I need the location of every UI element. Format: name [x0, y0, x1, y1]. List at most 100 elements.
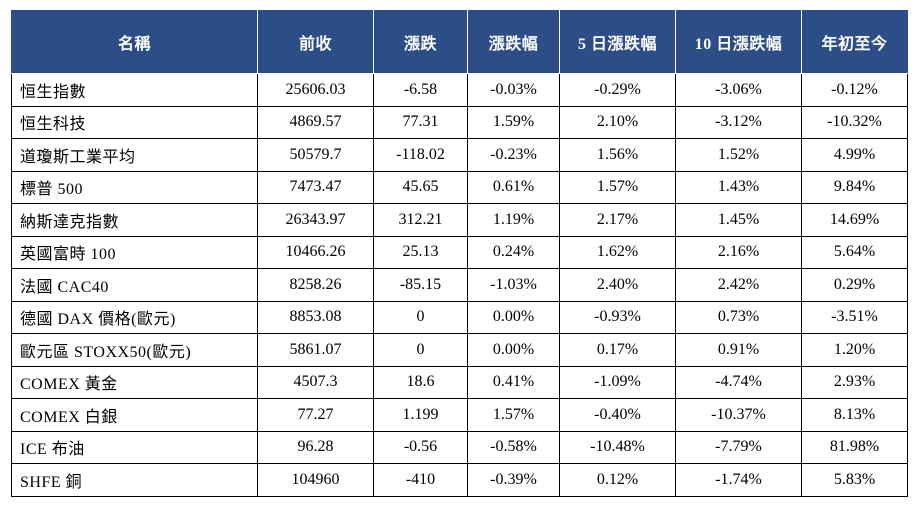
cell-10d-change-pct: -3.06% [675, 73, 802, 107]
header-ytd: 年初至今 [801, 10, 908, 74]
table-row: 英國富時 100 10466.26 25.13 0.24% 1.62% 2.16% 5.64… [11, 235, 908, 269]
cell-5d-change-pct: -0.29% [559, 73, 676, 107]
table-row: 恒生指數 25606.03 -6.58 -0.03% -0.29% -3.06% -0.12… [11, 73, 908, 107]
cell-10d-change-pct: -4.74% [675, 365, 802, 399]
cell-10d-change-pct: 1.45% [675, 203, 802, 237]
cell-change: -0.56 [373, 430, 468, 464]
cell-ytd: 8.13% [801, 398, 908, 432]
cell-change: 1.199 [373, 398, 468, 432]
cell-change-pct: -0.23% [467, 138, 560, 172]
cell-10d-change-pct: -1.74% [675, 463, 802, 497]
market-table-container: 名稱 前收 漲跌 漲跌幅 5 日漲跌幅 10 日漲跌幅 年初至今 恒生指數 256… [11, 10, 908, 497]
table-row: ICE 布油 96.28 -0.56 -0.58% -10.48% -7.79% 81.98… [11, 430, 908, 464]
cell-5d-change-pct: 2.17% [559, 203, 676, 237]
cell-name: 法國 CAC40 [11, 268, 258, 302]
header-change: 漲跌 [373, 10, 468, 74]
cell-name: 恒生科技 [11, 105, 258, 139]
cell-prev-close: 50579.7 [257, 138, 374, 172]
cell-name: 道瓊斯工業平均 [11, 138, 258, 172]
cell-change-pct: 0.61% [467, 170, 560, 204]
table-row: 標普 500 7473.47 45.65 0.61% 1.57% 1.43% 9.84% [11, 170, 908, 204]
header-10d-change-pct: 10 日漲跌幅 [675, 10, 802, 74]
cell-ytd: -0.12% [801, 73, 908, 107]
cell-change: 77.31 [373, 105, 468, 139]
table-row: COMEX 白銀 77.27 1.199 1.57% -0.40% -10.37% 8.13… [11, 398, 908, 432]
cell-prev-close: 77.27 [257, 398, 374, 432]
cell-change-pct: 0.00% [467, 300, 560, 334]
cell-name: 恒生指數 [11, 73, 258, 107]
cell-ytd: -10.32% [801, 105, 908, 139]
header-prev-close: 前收 [257, 10, 374, 74]
cell-5d-change-pct: -1.09% [559, 365, 676, 399]
cell-ytd: 5.83% [801, 463, 908, 497]
cell-name: 標普 500 [11, 170, 258, 204]
cell-prev-close: 4869.57 [257, 105, 374, 139]
cell-prev-close: 5861.07 [257, 333, 374, 367]
cell-change-pct: 0.24% [467, 235, 560, 269]
cell-5d-change-pct: 0.12% [559, 463, 676, 497]
cell-10d-change-pct: 0.73% [675, 300, 802, 334]
cell-prev-close: 25606.03 [257, 73, 374, 107]
cell-ytd: 2.93% [801, 365, 908, 399]
cell-5d-change-pct: -10.48% [559, 430, 676, 464]
cell-name: SHFE 銅 [11, 463, 258, 497]
cell-name: 歐元區 STOXX50(歐元) [11, 333, 258, 367]
cell-5d-change-pct: -0.93% [559, 300, 676, 334]
cell-5d-change-pct: 1.62% [559, 235, 676, 269]
market-performance-table: 名稱 前收 漲跌 漲跌幅 5 日漲跌幅 10 日漲跌幅 年初至今 恒生指數 256… [11, 10, 908, 497]
table-row: 納斯達克指數 26343.97 312.21 1.19% 2.17% 1.45% 14.69… [11, 203, 908, 237]
cell-name: 納斯達克指數 [11, 203, 258, 237]
header-5d-change-pct: 5 日漲跌幅 [559, 10, 676, 74]
cell-ytd: -3.51% [801, 300, 908, 334]
header-change-pct: 漲跌幅 [467, 10, 560, 74]
cell-change-pct: 0.41% [467, 365, 560, 399]
cell-prev-close: 10466.26 [257, 235, 374, 269]
table-row: 歐元區 STOXX50(歐元) 5861.07 0 0.00% 0.17% 0.91% 1.… [11, 333, 908, 367]
cell-change-pct: 1.59% [467, 105, 560, 139]
cell-10d-change-pct: 0.91% [675, 333, 802, 367]
cell-change: -6.58 [373, 73, 468, 107]
table-row: 道瓊斯工業平均 50579.7 -118.02 -0.23% 1.56% 1.52% 4.9… [11, 138, 908, 172]
cell-change: 45.65 [373, 170, 468, 204]
cell-10d-change-pct: 2.16% [675, 235, 802, 269]
cell-prev-close: 8853.08 [257, 300, 374, 334]
cell-change: 312.21 [373, 203, 468, 237]
table-body: 恒生指數 25606.03 -6.58 -0.03% -0.29% -3.06% -0.12… [11, 73, 908, 497]
cell-ytd: 81.98% [801, 430, 908, 464]
cell-10d-change-pct: 2.42% [675, 268, 802, 302]
cell-change-pct: 1.19% [467, 203, 560, 237]
cell-5d-change-pct: 1.57% [559, 170, 676, 204]
cell-change: 0 [373, 333, 468, 367]
cell-10d-change-pct: -10.37% [675, 398, 802, 432]
table-row: COMEX 黃金 4507.3 18.6 0.41% -1.09% -4.74% 2.93% [11, 365, 908, 399]
cell-ytd: 9.84% [801, 170, 908, 204]
cell-change-pct: 1.57% [467, 398, 560, 432]
cell-ytd: 14.69% [801, 203, 908, 237]
header-name: 名稱 [11, 10, 258, 74]
cell-ytd: 4.99% [801, 138, 908, 172]
cell-name: 英國富時 100 [11, 235, 258, 269]
table-header: 名稱 前收 漲跌 漲跌幅 5 日漲跌幅 10 日漲跌幅 年初至今 [11, 10, 908, 74]
cell-change-pct: -0.39% [467, 463, 560, 497]
cell-ytd: 0.29% [801, 268, 908, 302]
header-row: 名稱 前收 漲跌 漲跌幅 5 日漲跌幅 10 日漲跌幅 年初至今 [11, 10, 908, 74]
cell-10d-change-pct: -7.79% [675, 430, 802, 464]
cell-10d-change-pct: 1.52% [675, 138, 802, 172]
cell-prev-close: 4507.3 [257, 365, 374, 399]
cell-prev-close: 26343.97 [257, 203, 374, 237]
cell-5d-change-pct: 2.40% [559, 268, 676, 302]
cell-change: 18.6 [373, 365, 468, 399]
cell-10d-change-pct: 1.43% [675, 170, 802, 204]
cell-change: -410 [373, 463, 468, 497]
cell-prev-close: 7473.47 [257, 170, 374, 204]
cell-5d-change-pct: -0.40% [559, 398, 676, 432]
table-row: 法國 CAC40 8258.26 -85.15 -1.03% 2.40% 2.42% 0.2… [11, 268, 908, 302]
cell-change-pct: -0.03% [467, 73, 560, 107]
cell-change: 25.13 [373, 235, 468, 269]
cell-ytd: 5.64% [801, 235, 908, 269]
cell-change-pct: -1.03% [467, 268, 560, 302]
table-row: 德國 DAX 價格(歐元) 8853.08 0 0.00% -0.93% 0.73% -3.… [11, 300, 908, 334]
cell-name: ICE 布油 [11, 430, 258, 464]
cell-name: COMEX 黃金 [11, 365, 258, 399]
cell-prev-close: 96.28 [257, 430, 374, 464]
